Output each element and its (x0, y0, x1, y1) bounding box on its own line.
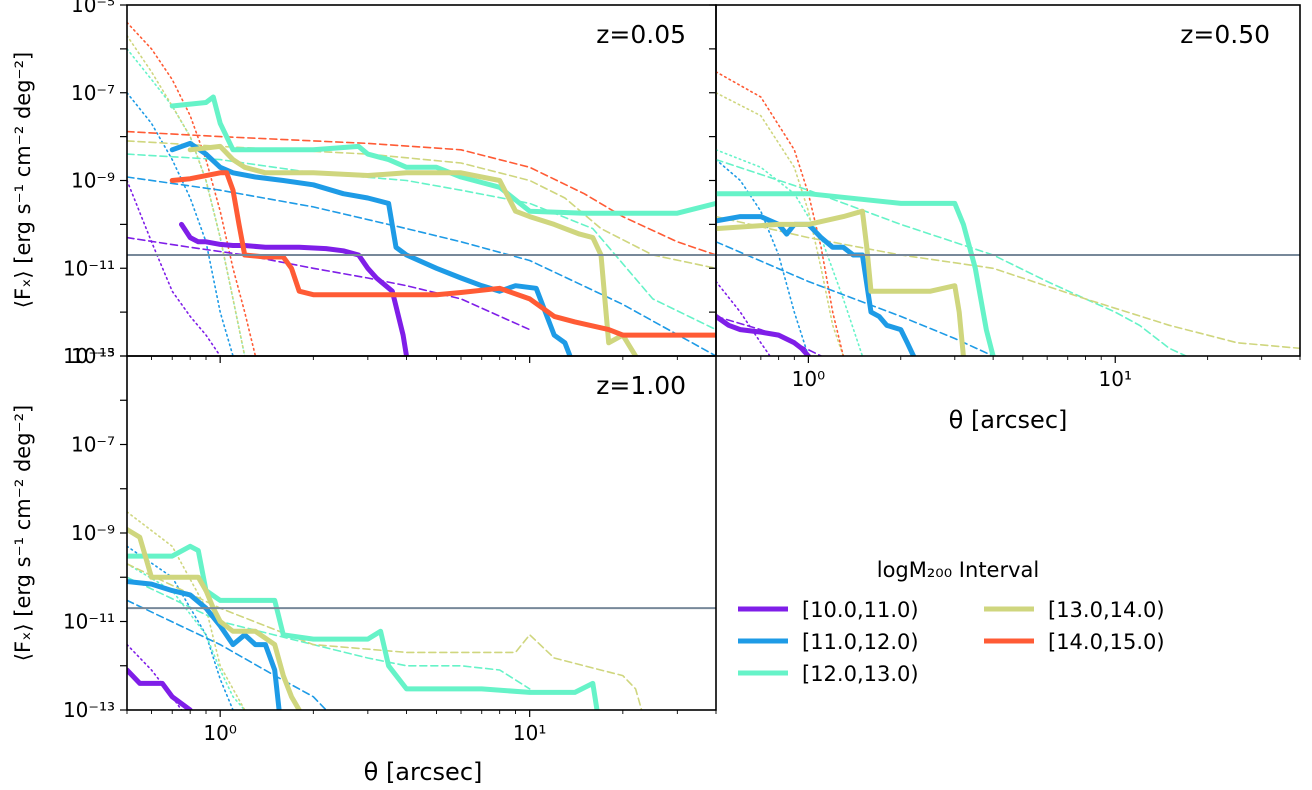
y-tick-label: 10⁻⁷ (71, 81, 115, 105)
y-tick-label: 10⁻⁹ (71, 521, 115, 545)
series-line-dotted (716, 71, 845, 356)
y-tick-label: 10⁻⁷ (71, 433, 115, 457)
series-line-dotted (127, 34, 246, 356)
x-tick-label: 10¹ (1099, 367, 1132, 391)
y-tick-label: 10⁻⁹ (71, 169, 115, 193)
plot-area (127, 511, 716, 710)
series-line-dashed (716, 158, 1187, 356)
panel-title: z=1.00 (596, 371, 686, 400)
panel-title: z=0.05 (596, 20, 686, 49)
series-line-dotted (127, 21, 257, 356)
series-line-dashed (127, 236, 531, 331)
series-line-dotted (716, 158, 810, 356)
legend-label: [14.0,15.0) (1048, 630, 1165, 654)
series-line-solid (716, 208, 966, 356)
x-tick-label: 10⁰ (792, 367, 825, 391)
legend: logM₂₀₀ Interval [10.0,11.0) [11.0,12.0)… (738, 558, 1165, 686)
series-line-dashed (127, 599, 327, 710)
y-tick-label: 10⁻¹³ (63, 698, 115, 722)
y-tick-label: 10⁻⁵ (71, 344, 115, 368)
series-line-solid (716, 191, 996, 356)
y-tick-label: 10⁻¹¹ (63, 256, 115, 280)
series-line-solid (169, 170, 716, 338)
series-line-solid (169, 94, 716, 216)
series-line-dashed (716, 315, 822, 356)
series-line-dotted (716, 92, 845, 356)
panel-title: z=0.50 (1180, 20, 1270, 49)
panels: 10⁻¹³ 10⁻¹¹ 10⁻⁹ 10⁻⁷ 10⁻⁵ z=0.05 10⁰ 10¹ z=0.50… (63, 0, 1301, 745)
series-line-solid (169, 140, 573, 356)
series-line-solid (179, 221, 409, 356)
series-line-solid (127, 667, 193, 710)
legend-item: [12.0,13.0) (738, 662, 919, 686)
legend-item: [11.0,12.0) (738, 630, 919, 654)
panel-frame (126, 4, 717, 357)
series-line-solid (127, 579, 282, 710)
series-line-solid (187, 143, 639, 356)
series-line-dashed (716, 215, 1300, 350)
legend-item: [10.0,11.0) (738, 598, 919, 622)
plot-area (127, 21, 716, 356)
y-axis-label-top: ⟨Fₓ⟩ [erg s⁻¹ cm⁻² deg⁻²] (11, 52, 35, 308)
series-line-dotted (127, 563, 246, 710)
series-line-dotted (716, 280, 771, 356)
series-line-dashed (127, 130, 716, 256)
series-line-dotted (127, 48, 246, 356)
x-axis-label-right: θ [arcsec] (949, 406, 1068, 434)
series-line-dotted (127, 179, 221, 356)
x-tick-label: 10¹ (513, 721, 546, 745)
series-line-dashed (716, 241, 994, 356)
y-tick-label: 10⁻¹¹ (63, 610, 115, 634)
legend-title: logM₂₀₀ Interval (877, 558, 1039, 582)
legend-item: [13.0,14.0) (984, 598, 1165, 622)
panel: 10⁻¹³ 10⁻¹¹ 10⁻⁹ 10⁻⁷ 10⁻⁵ z=0.05 (63, 0, 717, 368)
series-line-dotted (127, 511, 246, 710)
series-line-dashed (127, 176, 716, 356)
x-axis-label-bottom: θ [arcsec] (364, 758, 483, 786)
series-line-solid (127, 543, 600, 710)
series-line-dotted (127, 92, 234, 356)
legend-label: [11.0,12.0) (802, 630, 919, 654)
y-tick-label: 10⁻⁵ (71, 0, 115, 17)
plot-area (716, 71, 1300, 356)
y-tick-label: 10⁻¹³ (63, 344, 115, 368)
legend-label: [13.0,14.0) (1048, 598, 1165, 622)
legend-label: [10.0,11.0) (802, 598, 919, 622)
panel: 10⁻¹³ 10⁻¹¹ 10⁻⁹ 10⁻⁷ 10⁻⁵ 10⁰ 10¹ z=1.00 (63, 344, 717, 745)
series-line-dotted (716, 149, 864, 356)
y-axis-label-bottom: ⟨Fₓ⟩ [erg s⁻¹ cm⁻² deg⁻²] (11, 405, 35, 661)
legend-label: [12.0,13.0) (802, 662, 919, 686)
legend-item: [14.0,15.0) (984, 630, 1165, 654)
panel: 10⁰ 10¹ z=0.50 (709, 4, 1301, 391)
series-line-dotted (127, 545, 234, 710)
x-tick-label: 10⁰ (203, 721, 236, 745)
series-line-solid (716, 313, 811, 356)
series-line-dashed (127, 153, 716, 331)
